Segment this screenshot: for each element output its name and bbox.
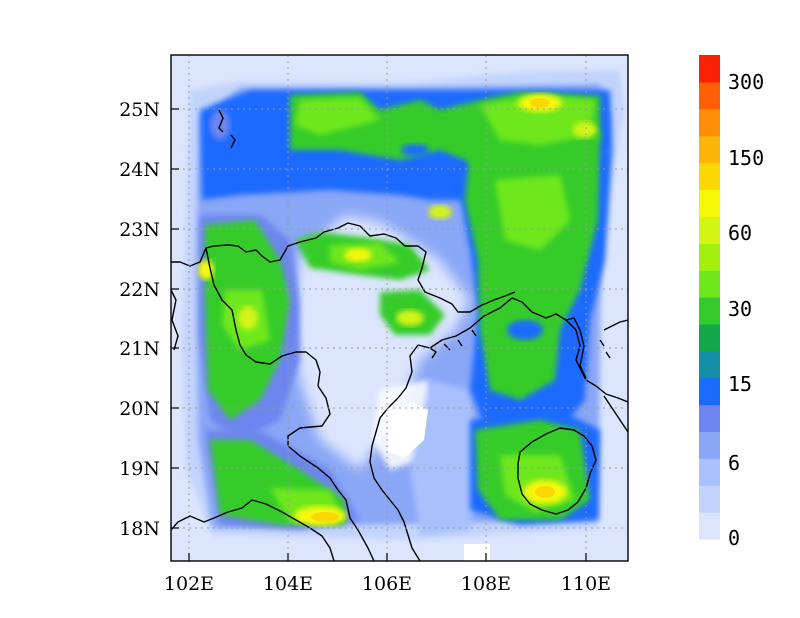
china-south-coast xyxy=(417,297,628,403)
west-border-short xyxy=(171,289,179,351)
max-sw-orange xyxy=(311,512,339,522)
y-tick-label: 20N xyxy=(119,398,160,420)
colorbar-swatch xyxy=(699,55,720,83)
colorbar-swatch xyxy=(699,431,720,459)
max-ne-orange xyxy=(530,98,550,108)
precipitation-field xyxy=(182,70,625,561)
y-tick-label: 19N xyxy=(119,458,160,480)
colorbar-swatch xyxy=(699,108,720,137)
colorbar-swatch xyxy=(699,323,720,352)
blue-pocket-east xyxy=(507,320,543,340)
map-frame xyxy=(170,54,629,562)
leizhou-peninsula xyxy=(565,317,587,379)
y-tick-label: 25N xyxy=(119,99,160,121)
north-band-lightgreen xyxy=(295,98,380,135)
china-vietnam-border xyxy=(171,222,516,313)
no-data-gulf xyxy=(388,402,428,458)
colorbar-label: 300 xyxy=(728,70,764,94)
colorbar-label: 150 xyxy=(728,146,764,170)
max-mid2-yellow xyxy=(396,310,424,326)
colorbar-swatch xyxy=(699,243,720,271)
max-mid-yellow xyxy=(344,248,372,262)
colorbar: 300 150 60 30 15 6 0 xyxy=(699,55,764,550)
gulf-islands xyxy=(429,329,477,359)
x-axis-labels: 102E 104E 106E 108E 110E xyxy=(164,573,611,595)
north-east-lightgreen xyxy=(480,95,595,145)
max-east-yellow xyxy=(428,205,452,219)
colorbar-label: 6 xyxy=(728,451,740,475)
colorbar-label: 0 xyxy=(728,526,740,550)
max-hainan-orange xyxy=(535,486,555,498)
hainan-east-islands xyxy=(599,339,611,359)
colorbar-swatch xyxy=(699,135,720,164)
y-tick-label: 18N xyxy=(119,518,160,540)
yunnan-lake-1 xyxy=(218,109,224,133)
x-tick-label: 104E xyxy=(263,573,313,595)
laos-thailand-border xyxy=(171,499,335,561)
colorbar-swatch xyxy=(699,297,720,325)
yunnan-lake-2 xyxy=(230,134,236,149)
no-data-south xyxy=(464,544,490,561)
colorbar-labels: 300 150 60 30 15 6 0 xyxy=(728,70,764,550)
east-coast xyxy=(603,319,628,331)
blue-pocket-north xyxy=(401,144,429,156)
colorbar-label: 30 xyxy=(728,297,752,321)
max-west2-yellow xyxy=(238,306,258,330)
y-tick-label: 22N xyxy=(119,279,160,301)
china-laos-border xyxy=(205,247,321,387)
map-gridlines xyxy=(171,55,628,561)
x-tick-label: 110E xyxy=(561,573,611,595)
colorbar-swatch xyxy=(699,485,720,513)
colorbar-label: 15 xyxy=(728,372,752,396)
x-tick-label: 102E xyxy=(164,573,214,595)
colorbar-label: 60 xyxy=(728,221,752,245)
y-tick-label: 24N xyxy=(119,159,160,181)
colorbar-swatch xyxy=(699,377,720,406)
y-tick-label: 21N xyxy=(119,338,160,360)
map-panel: 102E 104E 106E 108E 110E 18N 19N 20N 21N… xyxy=(119,54,629,595)
y-axis-labels: 18N 19N 20N 21N 22N 23N 24N 25N xyxy=(119,99,160,540)
colorbar-swatches xyxy=(699,55,720,540)
y-tick-label: 23N xyxy=(119,219,160,241)
colorbar-swatch xyxy=(699,81,720,110)
colorbar-swatch xyxy=(699,189,720,217)
central-dry-area xyxy=(290,215,470,470)
colorbar-swatch xyxy=(699,404,720,433)
x-tick-label: 108E xyxy=(461,573,511,595)
colorbar-swatch xyxy=(699,216,720,244)
colorbar-swatch xyxy=(699,162,720,191)
colorbar-swatch xyxy=(699,350,720,379)
colorbar-swatch xyxy=(699,458,720,486)
max-east2-yellow xyxy=(573,122,597,138)
x-tick-label: 106E xyxy=(362,573,412,595)
colorbar-swatch xyxy=(699,270,720,298)
colorbar-swatch xyxy=(699,512,720,540)
axis-ticks xyxy=(171,108,587,561)
south-sea-band xyxy=(410,380,480,535)
vietnam-coast xyxy=(369,344,421,561)
laos-vietnam-border xyxy=(287,385,375,561)
east-coast-2 xyxy=(603,395,628,433)
east-lightgreen xyxy=(495,175,570,250)
